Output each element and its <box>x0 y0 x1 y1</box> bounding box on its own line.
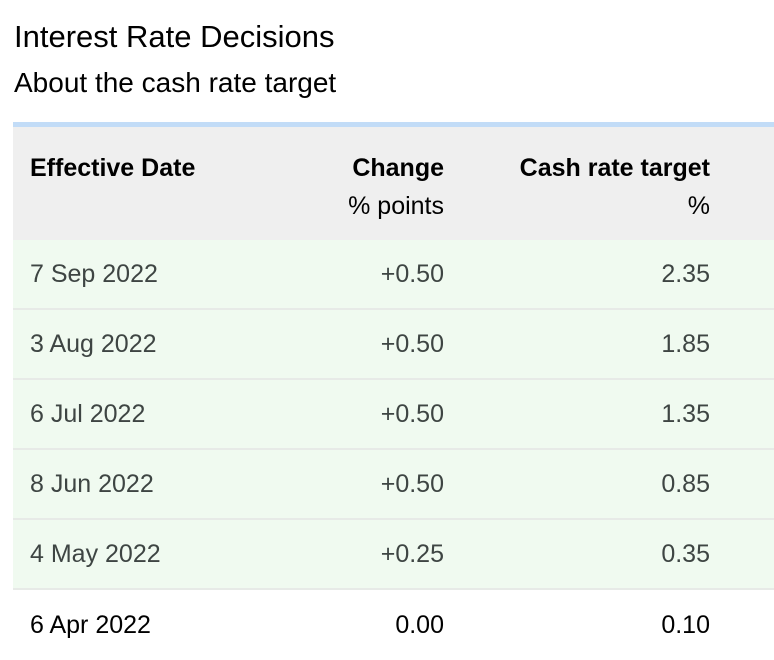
column-label: Cash rate target <box>519 154 710 182</box>
page-subtitle: About the cash rate target <box>14 67 337 98</box>
table-row: 8 Jun 2022 +0.50 0.85 <box>13 450 774 520</box>
table-row: 7 Sep 2022 +0.50 2.35 <box>13 240 774 310</box>
table-row: 4 May 2022 +0.25 0.35 <box>13 520 774 590</box>
cell-change: +0.25 <box>380 540 444 568</box>
table-body: 7 Sep 2022 +0.50 2.35 3 Aug 2022 +0.50 1… <box>13 240 774 660</box>
table-row: 3 Aug 2022 +0.50 1.85 <box>13 310 774 380</box>
cell-change: +0.50 <box>380 400 444 428</box>
table-header-row: Effective Date Change % points Cash rate… <box>13 127 774 240</box>
cell-effective-date: 6 Apr 2022 <box>30 611 151 639</box>
column-unit: % <box>687 192 710 220</box>
table-row: 6 Apr 2022 0.00 0.10 <box>13 590 774 660</box>
column-header-effective-date: Effective Date <box>13 127 300 240</box>
cell-effective-date: 4 May 2022 <box>30 540 161 568</box>
cell-cash-rate-target: 0.85 <box>661 470 710 498</box>
cell-effective-date: 8 Jun 2022 <box>30 470 154 498</box>
column-header-change: Change % points <box>300 127 444 240</box>
cell-change: +0.50 <box>380 330 444 358</box>
cell-change: +0.50 <box>380 260 444 288</box>
column-label: Effective Date <box>30 154 196 182</box>
cell-cash-rate-target: 1.35 <box>661 400 710 428</box>
page-title: Interest Rate Decisions <box>14 19 335 54</box>
cell-cash-rate-target: 0.10 <box>661 611 710 639</box>
cell-effective-date: 7 Sep 2022 <box>30 260 158 288</box>
table-row: 6 Jul 2022 +0.50 1.35 <box>13 380 774 450</box>
cell-change: 0.00 <box>395 611 444 639</box>
cell-cash-rate-target: 2.35 <box>661 260 710 288</box>
column-unit: % points <box>348 192 444 220</box>
interest-rate-table: Effective Date Change % points Cash rate… <box>13 122 774 660</box>
cell-cash-rate-target: 0.35 <box>661 540 710 568</box>
column-label: Change <box>352 154 444 182</box>
cell-effective-date: 3 Aug 2022 <box>30 330 157 358</box>
cell-cash-rate-target: 1.85 <box>661 330 710 358</box>
column-header-cash-rate-target: Cash rate target % <box>444 127 774 240</box>
cell-effective-date: 6 Jul 2022 <box>30 400 146 428</box>
cell-change: +0.50 <box>380 470 444 498</box>
